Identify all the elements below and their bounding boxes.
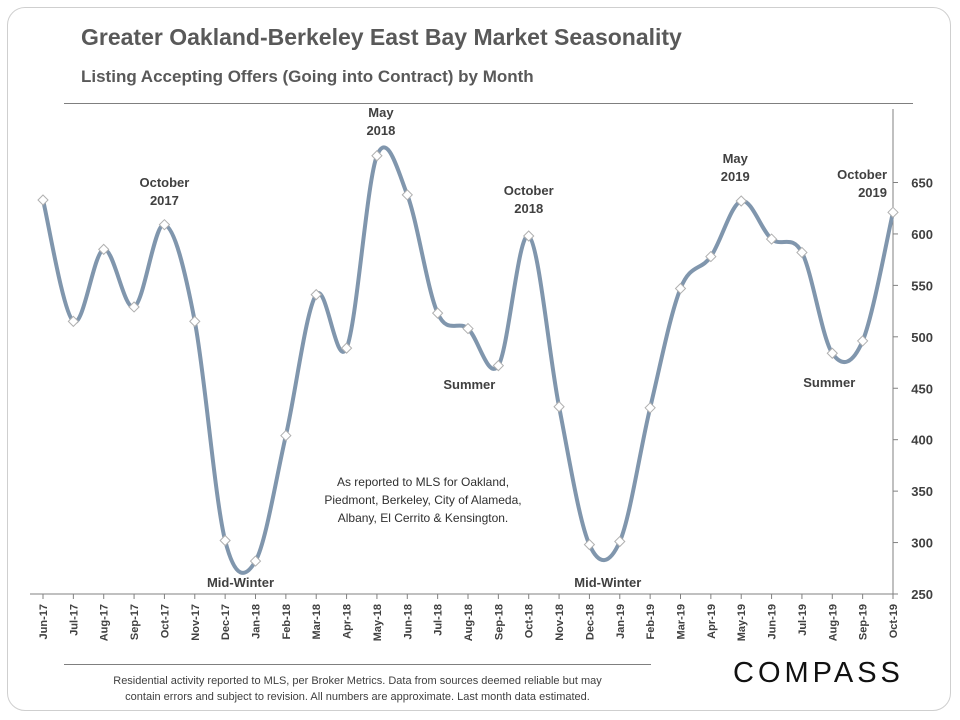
data-point-marker [553, 401, 565, 413]
data-point-marker [249, 555, 262, 567]
footnote: Residential activity reported to MLS, pe… [64, 673, 651, 705]
note-text: As reported to MLS for Oakland, Piedmont,… [324, 475, 521, 525]
chart-note: As reported to MLS for Oakland, Piedmont,… [324, 475, 521, 525]
x-tick-label: Oct-18 [524, 604, 536, 638]
data-point-marker [371, 150, 383, 162]
data-point-marker [856, 335, 869, 347]
y-tick-label: 450 [911, 381, 933, 396]
data-point-marker [796, 246, 808, 259]
data-point-marker [401, 189, 413, 201]
x-tick-label: Feb-18 [281, 604, 293, 639]
x-tick-label: Jul-17 [68, 604, 80, 636]
chart-title: Greater Oakland-Berkeley East Bay Market… [81, 24, 682, 50]
data-point-marker [735, 195, 747, 207]
annotation-label: May 2019 [721, 151, 750, 184]
y-tick-label: 550 [911, 278, 933, 293]
y-tick-label: 300 [911, 536, 933, 551]
x-tick-label: Jan-19 [615, 604, 627, 639]
annotation-label: October 2017 [140, 175, 190, 208]
data-point-marker [310, 288, 322, 301]
data-point-marker [128, 301, 140, 313]
annotation-label: October 2019 [837, 167, 887, 200]
data-point-marker [158, 218, 171, 231]
annotation-label: Mid-Winter [207, 575, 274, 590]
markers-group [37, 150, 899, 567]
x-tick-label: Mar-18 [311, 604, 323, 639]
x-tick-label: Jun-17 [38, 604, 50, 639]
annotation-label: October 2018 [504, 183, 554, 216]
x-tick-label: Jan-18 [251, 604, 263, 639]
data-point-marker [189, 315, 201, 328]
x-tick-label: Oct-19 [888, 604, 900, 638]
x-tick-labels: Jun-17 Jul-17 Aug-17 Sep-17 Oct-17 Nov-17 Dec-… [38, 604, 900, 641]
x-tick-label: Nov-18 [554, 604, 566, 641]
x-tick-label: Mar-19 [676, 604, 688, 639]
data-point-marker [765, 233, 778, 245]
footer-divider [64, 664, 651, 665]
y-tick-label: 400 [911, 433, 933, 448]
x-tick-label: Sep-18 [493, 604, 505, 640]
y-tick-label: 600 [911, 227, 933, 242]
x-tick-label: Oct-17 [159, 604, 171, 638]
footnote-line-1: Residential activity reported to MLS, pe… [113, 675, 602, 687]
title-divider [64, 103, 913, 104]
data-point-marker [887, 206, 899, 219]
annotations-group: October 2017 May 2018 October 2018 May 2019 Octo… [140, 105, 887, 590]
x-tick-label: Dec-18 [584, 604, 596, 640]
x-tick-label: Aug-18 [463, 604, 475, 641]
chart-subtitle: Listing Accepting Offers (Going into Con… [81, 67, 534, 86]
series-line [41, 145, 895, 575]
annotation-label: Summer [803, 375, 855, 390]
x-tick-label: Sep-17 [129, 604, 141, 640]
x-tick-label: Jun-18 [402, 604, 414, 639]
annotation-label: Mid-Winter [574, 575, 641, 590]
x-tick-label: Apr-18 [342, 604, 354, 639]
x-tick-label: May-19 [736, 604, 748, 641]
data-point-marker [462, 322, 474, 335]
y-tick-label: 350 [911, 484, 933, 499]
data-point-marker [492, 359, 505, 372]
y-tick-label: 250 [911, 587, 933, 602]
data-point-marker [37, 194, 49, 206]
data-point-marker [67, 315, 80, 328]
data-point-marker [826, 347, 838, 359]
data-point-marker [674, 282, 687, 295]
data-point-marker [644, 402, 656, 414]
x-tick-label: Aug-17 [99, 604, 111, 641]
data-point-marker [614, 535, 626, 548]
x-tick-label: Jun-19 [767, 604, 779, 639]
x-tick-label: Jul-19 [797, 604, 809, 636]
data-point-marker [705, 250, 717, 263]
axes [30, 109, 898, 599]
data-point-marker [280, 429, 292, 442]
x-tick-label: Jul-18 [433, 604, 445, 636]
y-tick-label: 500 [911, 330, 933, 345]
data-point-marker [219, 534, 231, 547]
data-point-marker [98, 243, 110, 256]
annotation-label: May 2018 [366, 105, 395, 138]
series-line-group [41, 145, 895, 575]
annotation-label: Summer [443, 377, 495, 392]
compass-logo: COMPASS [733, 657, 904, 689]
x-tick-label: May-18 [372, 604, 384, 641]
y-tick-label: 650 [911, 176, 933, 191]
data-point-marker [340, 342, 353, 354]
x-tick-label: Aug-19 [827, 604, 839, 641]
data-point-marker [523, 230, 535, 242]
footnote-line-2: contain errors and subject to revision. … [125, 691, 590, 703]
x-tick-label: Nov-17 [190, 604, 202, 641]
data-point-marker [431, 307, 444, 319]
x-tick-label: Dec-17 [220, 604, 232, 640]
y-tick-labels: 250 300 350 400 450 500 550 600 650 [911, 176, 933, 603]
x-tick-label: Feb-19 [645, 604, 657, 639]
x-tick-label: Sep-19 [858, 604, 870, 640]
x-tick-label: Apr-19 [706, 604, 718, 639]
data-point-marker [583, 538, 596, 551]
